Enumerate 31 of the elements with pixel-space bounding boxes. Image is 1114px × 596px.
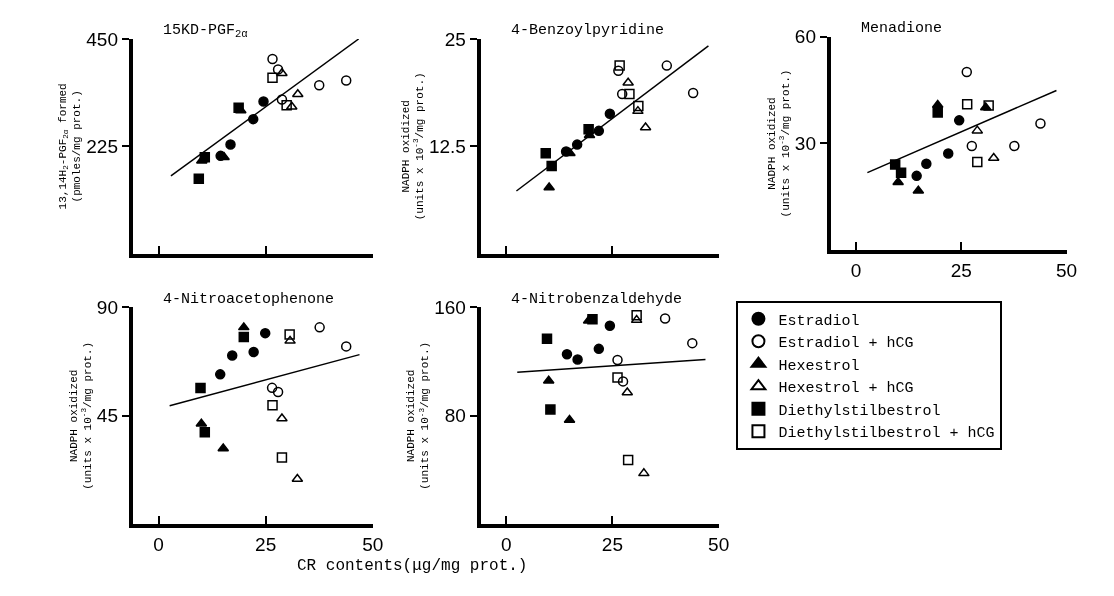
x-tick-label: 25 (950, 260, 972, 282)
x-tick-label: 0 (500, 534, 512, 556)
x-tick-label: 50 (1055, 260, 1078, 282)
x-tick-label: 50 (362, 534, 384, 556)
legend-label: Hexestrol (778, 357, 860, 375)
chart-title: 15KD-PGF$_{2α}$ (163, 22, 248, 41)
chart-title: 4-Nitroacetophenone (163, 291, 335, 308)
x-tick-label: 0 (850, 260, 862, 282)
legend-label: Estradiol (778, 312, 860, 330)
chart-title: 4-Nitrobenzaldehyde (511, 291, 683, 308)
legend-label: Estradiol + hCG (778, 335, 914, 353)
x-tick-label: 50 (708, 534, 730, 556)
y-tick-label: 450 (86, 28, 118, 50)
y-tick-label: 45 (96, 405, 118, 427)
y-tick-label: 25 (444, 28, 466, 50)
legend-label: Hexestrol + hCG (778, 380, 914, 398)
legend-label: Diethylstilbestrol + hCG (778, 425, 995, 443)
chart-title: 4-Benzoylpyridine (511, 22, 665, 39)
y-tick-label: 225 (86, 135, 118, 157)
y-tick-label: 80 (444, 405, 466, 427)
y-tick-label: 12.5 (428, 135, 466, 157)
y-tick-label: 90 (96, 297, 118, 318)
y-tick-label: 60 (794, 26, 816, 48)
legend-label: Diethylstilbestrol (778, 402, 941, 420)
y-tick-label: 30 (794, 133, 816, 155)
x-tick-label: 0 (153, 534, 164, 556)
x-tick-label: 25 (601, 534, 623, 556)
x-axis-title: CR contents(μg/mg prot.) (297, 557, 528, 575)
y-tick-label: 160 (434, 297, 466, 318)
chart-title: Menadione (861, 20, 943, 37)
x-tick-label: 25 (255, 534, 277, 556)
